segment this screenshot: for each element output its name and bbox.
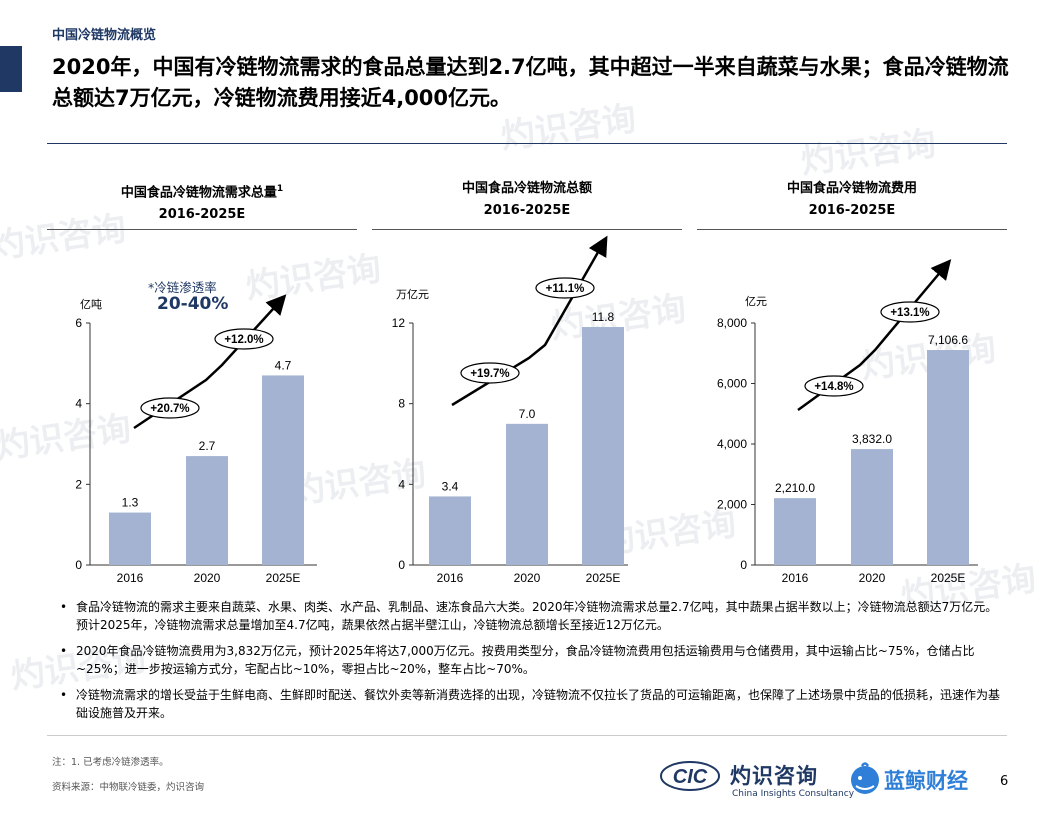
x-tick-label: 2016 <box>117 571 144 585</box>
cagr-label: +20.7% <box>150 403 189 415</box>
y-tick-label: 8 <box>398 397 405 411</box>
y-tick-label: 12 <box>392 316 406 330</box>
chart-3-title: 中国食品冷链物流费用 2016-2025E <box>697 178 1007 222</box>
y-tick-label: 2,000 <box>717 498 747 512</box>
chart-1-subtitle: 2016-2025E <box>158 207 246 223</box>
cagr-label: +12.0% <box>224 334 263 346</box>
x-tick-label: 2016 <box>437 571 464 585</box>
chart-3-divider <box>697 229 1007 230</box>
y-axis-unit: 万亿元 <box>396 288 429 301</box>
chart-1-footnote-mark: 1 <box>276 184 284 194</box>
bar-2020 <box>186 456 228 565</box>
footnote: 注：1. 已考虑冷链渗透率。 <box>52 757 169 768</box>
chart-1-title: 中国食品冷链物流需求总量1 2016-2025E <box>47 178 357 226</box>
chart-1-title-text: 中国食品冷链物流需求总量 <box>120 185 277 201</box>
charts-canvas: 0 2 4 6 亿吨 1.3 2016 2.7 2020 4.7 2025E +20.7% +12.0%… <box>75 235 978 585</box>
bar-2025E <box>927 350 969 565</box>
accent-bar <box>0 46 22 92</box>
y-tick-label: 0 <box>398 558 405 572</box>
cagr-badge <box>140 397 200 419</box>
bullet-list: 食品冷链物流的需求主要来自蔬菜、水果、肉类、水产品、乳制品、速冻食品六大类。20… <box>58 598 1008 730</box>
bar-value-label: 7,106.6 <box>928 333 968 347</box>
y-axis-unit: 亿元 <box>745 295 767 308</box>
cagr-badge <box>804 375 864 397</box>
bar-2016 <box>109 512 151 565</box>
cic-logo-en: China Insights Consultancy <box>732 789 855 799</box>
cagr-label: +13.1% <box>890 307 929 319</box>
footer-divider <box>47 735 1007 736</box>
lanjing-logo-text: 蓝鲸财经 <box>884 769 968 793</box>
y-tick-label: 2 <box>75 477 82 491</box>
bullet-item: 2020年食品冷链物流费用为3,832万亿元，预计2025年将达7,000万亿元… <box>58 642 1008 678</box>
y-tick-label: 4,000 <box>717 437 747 451</box>
bar-value-label: 3.4 <box>442 479 459 493</box>
x-tick-label: 2020 <box>194 571 221 585</box>
chart-2-title: 中国食品冷链物流总额 2016-2025E <box>372 178 682 222</box>
penetration-label: *冷链渗透率 <box>148 280 217 295</box>
bar-2020 <box>851 449 893 565</box>
y-tick-label: 0 <box>740 558 747 572</box>
bar-2016 <box>774 498 816 565</box>
cagr-badge <box>880 301 940 323</box>
section-label: 中国冷链物流概览 <box>52 28 157 43</box>
bar-value-label: 1.3 <box>122 496 139 510</box>
bar-value-label: 4.7 <box>275 358 292 372</box>
x-tick-label: 2025E <box>266 571 301 585</box>
cagr-badge <box>214 328 274 350</box>
bar-2025E <box>262 375 304 565</box>
x-tick-label: 2020 <box>859 571 886 585</box>
chart-2-divider <box>372 229 682 230</box>
bullet-item: 食品冷链物流的需求主要来自蔬菜、水果、肉类、水产品、乳制品、速冻食品六大类。20… <box>58 598 1008 634</box>
bar-value-label: 2,210.0 <box>775 481 815 495</box>
bar-value-label: 11.8 <box>592 310 615 324</box>
y-tick-label: 6 <box>75 316 82 330</box>
cic-logo-cn: 灼识咨询 <box>730 764 818 788</box>
y-tick-label: 4 <box>75 397 82 411</box>
y-tick-label: 0 <box>75 558 82 572</box>
cagr-badge <box>460 362 520 384</box>
cagr-label: +11.1% <box>546 283 585 295</box>
cic-logo-mark: CIC <box>660 761 720 791</box>
bar-value-label: 2.7 <box>199 439 216 453</box>
source-note: 资料来源：中物联冷链委，灼识咨询 <box>52 782 205 793</box>
chart-2-subtitle: 2016-2025E <box>483 203 571 218</box>
x-tick-label: 2025E <box>586 571 621 585</box>
chart-2-title-text: 中国食品冷链物流总额 <box>461 181 592 196</box>
x-tick-label: 2016 <box>782 571 809 585</box>
cagr-label: +14.8% <box>814 381 853 393</box>
y-tick-label: 8,000 <box>717 316 747 330</box>
cic-logo-text: CIC <box>673 766 708 788</box>
bar-2016 <box>429 496 471 565</box>
y-tick-label: 4 <box>398 477 405 491</box>
chart-1-divider <box>47 229 357 230</box>
page-headline: 2020年，中国有冷链物流需求的食品总量达到2.7亿吨，其中超过一半来自蔬菜与水… <box>52 55 1009 110</box>
bar-2020 <box>506 423 548 565</box>
penetration-value: 20-40% <box>157 294 229 314</box>
bar-2025E <box>582 327 624 565</box>
bar-value-label: 3,832.0 <box>852 432 892 446</box>
chart-3-title-text: 中国食品冷链物流费用 <box>786 181 917 196</box>
bar-value-label: 7.0 <box>519 407 536 421</box>
cagr-badge <box>535 277 595 299</box>
bullet-item: 冷链物流需求的增长受益于生鲜电商、生鲜即时配送、餐饮外卖等新消费选择的出现，冷链… <box>58 686 1008 722</box>
y-tick-label: 6,000 <box>717 377 747 391</box>
page-number: 6 <box>1000 774 1009 789</box>
title-divider <box>47 143 1007 144</box>
cagr-label: +19.7% <box>470 368 509 380</box>
y-axis-unit: 亿吨 <box>80 298 102 311</box>
x-tick-label: 2020 <box>514 571 541 585</box>
x-tick-label: 2025E <box>931 571 966 585</box>
chart-3-subtitle: 2016-2025E <box>808 203 896 218</box>
whale-icon <box>851 762 879 794</box>
